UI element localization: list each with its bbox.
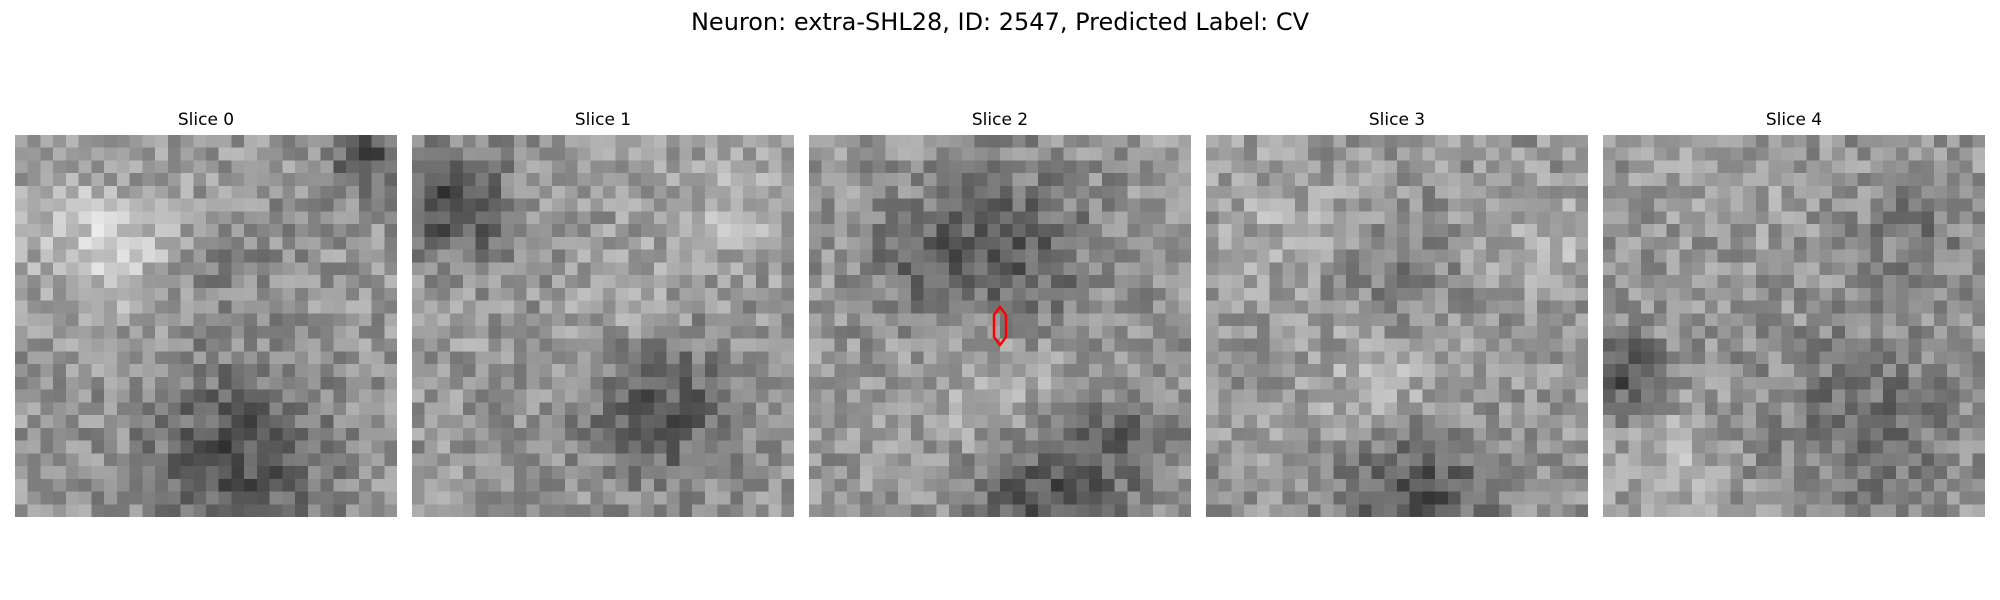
slice-image xyxy=(1603,135,1985,517)
slice-title: Slice 4 xyxy=(1765,110,1823,130)
slice-title: Slice 2 xyxy=(971,110,1029,130)
slice-title: Slice 0 xyxy=(177,110,235,130)
slice-image xyxy=(15,135,397,517)
slice-image xyxy=(412,135,794,517)
figure-title: Neuron: extra-SHL28, ID: 2547, Predicted… xyxy=(690,8,1310,36)
slice-panel-1: Slice 1 xyxy=(412,110,794,520)
slice-panel-4: Slice 4 xyxy=(1603,110,1985,520)
slice-image xyxy=(1206,135,1588,517)
slice-panel-2: Slice 2 xyxy=(809,110,1191,520)
slice-title: Slice 3 xyxy=(1368,110,1426,130)
slice-panel-0: Slice 0 xyxy=(15,110,397,520)
slice-image xyxy=(809,135,1191,517)
slice-panel-3: Slice 3 xyxy=(1206,110,1588,520)
slice-title: Slice 1 xyxy=(574,110,632,130)
